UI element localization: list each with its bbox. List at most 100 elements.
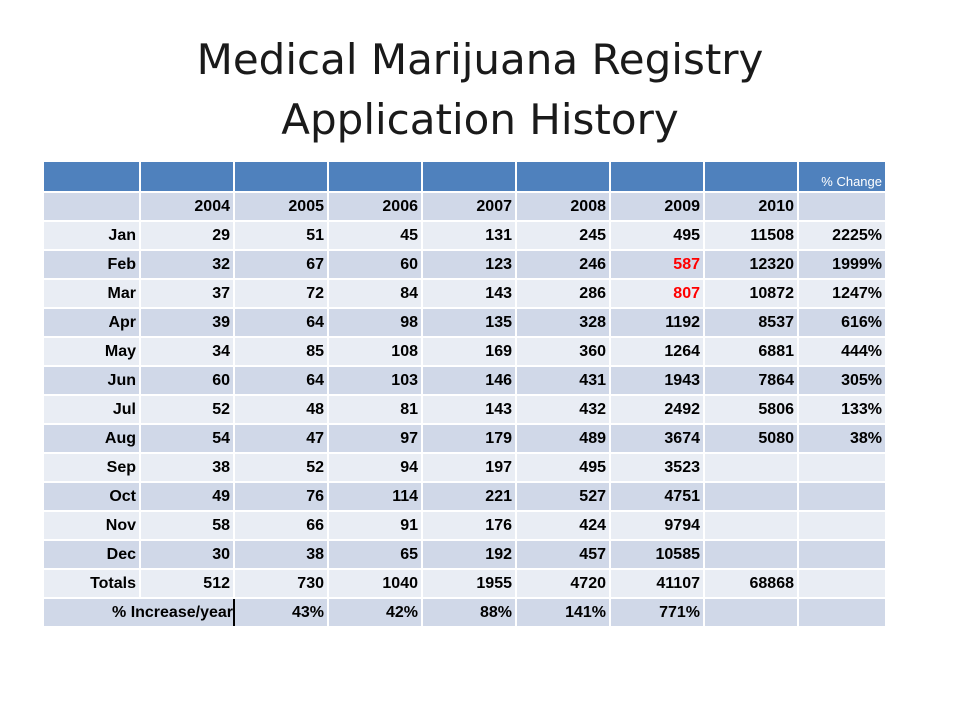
month-label: Oct xyxy=(44,482,141,512)
value-cell: 286 xyxy=(516,279,611,309)
month-row: Mar 37 72 84 143 286 807 10872 1247% xyxy=(44,279,887,309)
value-cell: 1943 xyxy=(610,366,705,396)
pct-change-header: % Change xyxy=(798,162,887,193)
totals-label: Totals xyxy=(44,569,141,599)
value-cell: 81 xyxy=(328,395,423,425)
value-cell: 245 xyxy=(516,221,611,251)
month-row: Feb 32 67 60 123 246 587 12320 1999% xyxy=(44,250,887,280)
increase-row: % Increase/year 43% 42% 88% 141% 771% xyxy=(44,598,887,628)
value-cell: 431 xyxy=(516,366,611,396)
pct-change-cell: 133% xyxy=(798,395,887,425)
pct-change-cell xyxy=(798,482,887,512)
value-cell: 37 xyxy=(140,279,235,309)
value-cell: 169 xyxy=(422,337,517,367)
month-label: Jun xyxy=(44,366,141,396)
month-label: May xyxy=(44,337,141,367)
slide-title: Medical Marijuana Registry Application H… xyxy=(0,30,960,150)
value-cell: 9794 xyxy=(610,511,705,541)
value-cell: 192 xyxy=(422,540,517,570)
value-cell: 97 xyxy=(328,424,423,454)
value-cell: 72 xyxy=(234,279,329,309)
year-cell: 2004 xyxy=(140,192,235,222)
value-cell: 1192 xyxy=(610,308,705,338)
increase-label: % Increase/year xyxy=(44,598,235,628)
value-cell: 489 xyxy=(516,424,611,454)
year-cell: 2005 xyxy=(234,192,329,222)
application-history-table: % Change 2004 2005 2006 2007 2008 2009 2… xyxy=(44,162,887,628)
month-row: Jan 29 51 45 131 245 495 11508 2225% xyxy=(44,221,887,251)
total-cell: 730 xyxy=(234,569,329,599)
value-cell: 527 xyxy=(516,482,611,512)
total-cell: 41107 xyxy=(610,569,705,599)
year-cell: 2006 xyxy=(328,192,423,222)
value-cell: 5806 xyxy=(704,395,799,425)
month-label: Sep xyxy=(44,453,141,483)
value-cell: 39 xyxy=(140,308,235,338)
total-cell: 68868 xyxy=(704,569,799,599)
month-label: Apr xyxy=(44,308,141,338)
year-cell: 2007 xyxy=(422,192,517,222)
value-cell: 67 xyxy=(234,250,329,280)
pct-change-cell xyxy=(798,511,887,541)
month-row: Jul 52 48 81 143 432 2492 5806 133% xyxy=(44,395,887,425)
value-cell: 495 xyxy=(516,453,611,483)
value-cell: 76 xyxy=(234,482,329,512)
value-cell: 91 xyxy=(328,511,423,541)
value-cell: 246 xyxy=(516,250,611,280)
value-cell: 98 xyxy=(328,308,423,338)
month-row: Oct 49 76 114 221 527 4751 xyxy=(44,482,887,512)
month-row: Nov 58 66 91 176 424 9794 xyxy=(44,511,887,541)
value-cell: 38 xyxy=(234,540,329,570)
total-cell: 1955 xyxy=(422,569,517,599)
month-row: May 34 85 108 169 360 1264 6881 444% xyxy=(44,337,887,367)
value-cell: 49 xyxy=(140,482,235,512)
title-line-2: Application History xyxy=(281,95,679,144)
value-cell: 6881 xyxy=(704,337,799,367)
value-cell: 66 xyxy=(234,511,329,541)
value-cell: 1264 xyxy=(610,337,705,367)
value-cell xyxy=(704,482,799,512)
value-cell: 4751 xyxy=(610,482,705,512)
value-cell: 54 xyxy=(140,424,235,454)
month-row: Sep 38 52 94 197 495 3523 xyxy=(44,453,887,483)
value-cell: 360 xyxy=(516,337,611,367)
value-cell: 179 xyxy=(422,424,517,454)
year-row: 2004 2005 2006 2007 2008 2009 2010 xyxy=(44,192,887,222)
totals-row: Totals 512 730 1040 1955 4720 41107 6886… xyxy=(44,569,887,599)
value-cell: 52 xyxy=(234,453,329,483)
value-cell: 221 xyxy=(422,482,517,512)
value-cell: 457 xyxy=(516,540,611,570)
month-label: Dec xyxy=(44,540,141,570)
year-cell: 2010 xyxy=(704,192,799,222)
value-cell: 38 xyxy=(140,453,235,483)
value-cell: 51 xyxy=(234,221,329,251)
value-cell: 3674 xyxy=(610,424,705,454)
pct-change-cell xyxy=(798,540,887,570)
month-label: Mar xyxy=(44,279,141,309)
value-cell: 2492 xyxy=(610,395,705,425)
value-cell: 85 xyxy=(234,337,329,367)
value-cell: 64 xyxy=(234,366,329,396)
increase-cell: 42% xyxy=(328,598,423,628)
value-cell: 12320 xyxy=(704,250,799,280)
increase-cell: 771% xyxy=(610,598,705,628)
value-cell: 64 xyxy=(234,308,329,338)
header-row: % Change xyxy=(44,162,887,193)
month-row: Aug 54 47 97 179 489 3674 5080 38% xyxy=(44,424,887,454)
value-cell: 60 xyxy=(328,250,423,280)
pct-change-cell xyxy=(798,453,887,483)
value-cell xyxy=(704,453,799,483)
value-cell: 32 xyxy=(140,250,235,280)
value-cell: 123 xyxy=(422,250,517,280)
value-cell: 48 xyxy=(234,395,329,425)
value-cell: 11508 xyxy=(704,221,799,251)
title-line-1: Medical Marijuana Registry xyxy=(196,35,764,84)
value-cell: 3523 xyxy=(610,453,705,483)
value-cell: 10872 xyxy=(704,279,799,309)
total-cell: 1040 xyxy=(328,569,423,599)
value-cell: 432 xyxy=(516,395,611,425)
pct-change-cell: 616% xyxy=(798,308,887,338)
value-cell: 587 xyxy=(610,250,705,280)
pct-change-cell: 444% xyxy=(798,337,887,367)
value-cell: 94 xyxy=(328,453,423,483)
